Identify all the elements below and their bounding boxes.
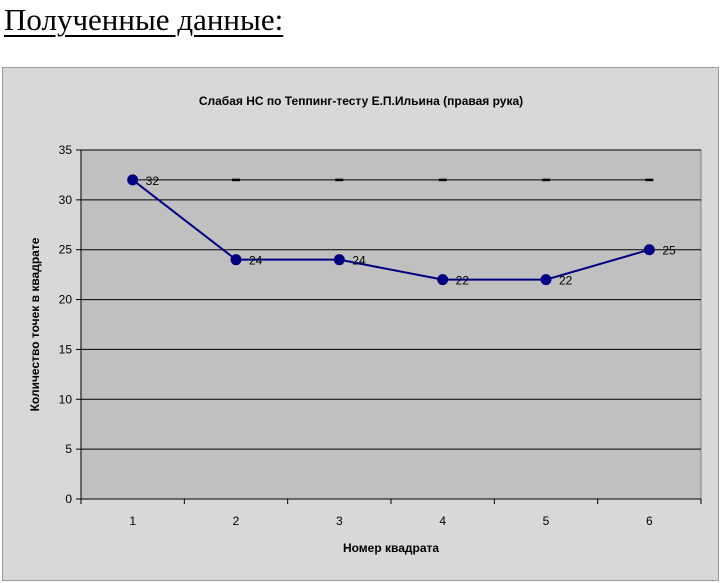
data-point bbox=[643, 244, 655, 256]
chart-frame: Слабая НС по Теппинг-тесту Е.П.Ильина (п… bbox=[2, 67, 719, 581]
x-axis-title: Номер квадрата bbox=[343, 541, 439, 555]
y-tick-label: 30 bbox=[59, 193, 73, 207]
data-label: 22 bbox=[559, 274, 573, 288]
data-label: 22 bbox=[456, 274, 470, 288]
chart-title: Слабая НС по Теппинг-тесту Е.П.Ильина (п… bbox=[199, 94, 523, 108]
y-tick-label: 35 bbox=[59, 143, 73, 157]
plot-background bbox=[80, 149, 702, 500]
data-point bbox=[437, 274, 449, 286]
y-tick-label: 15 bbox=[59, 342, 73, 356]
x-tick-label: 3 bbox=[336, 514, 343, 528]
data-point bbox=[333, 254, 345, 266]
x-tick-label: 6 bbox=[646, 514, 653, 528]
series-line bbox=[132, 179, 650, 281]
y-tick-label: 0 bbox=[65, 492, 72, 506]
data-point bbox=[230, 254, 242, 266]
x-tick-label: 5 bbox=[543, 514, 550, 528]
y-tick-label: 10 bbox=[59, 392, 73, 406]
y-tick-label: 25 bbox=[59, 243, 73, 257]
y-tick-label: 20 bbox=[59, 293, 73, 307]
data-point bbox=[540, 274, 552, 286]
data-point bbox=[127, 174, 139, 186]
y-axis-title: Количество точек в квадрате bbox=[28, 237, 42, 411]
data-label: 24 bbox=[249, 254, 263, 268]
data-label: 24 bbox=[352, 254, 366, 268]
x-tick-label: 1 bbox=[129, 514, 136, 528]
data-label: 32 bbox=[146, 174, 160, 188]
y-tick-label: 5 bbox=[65, 442, 72, 456]
x-tick-label: 2 bbox=[233, 514, 240, 528]
data-label: 25 bbox=[662, 244, 676, 258]
plot-area: 0 5 10 15 20 25 30 35 1 2 3 4 5 6 32 24 24 22 22 25 bbox=[59, 143, 702, 528]
page-heading: Полученные данные: bbox=[4, 2, 284, 37]
line-chart: Слабая НС по Теппинг-тесту Е.П.Ильина (п… bbox=[28, 94, 702, 555]
x-tick-label: 4 bbox=[439, 514, 446, 528]
